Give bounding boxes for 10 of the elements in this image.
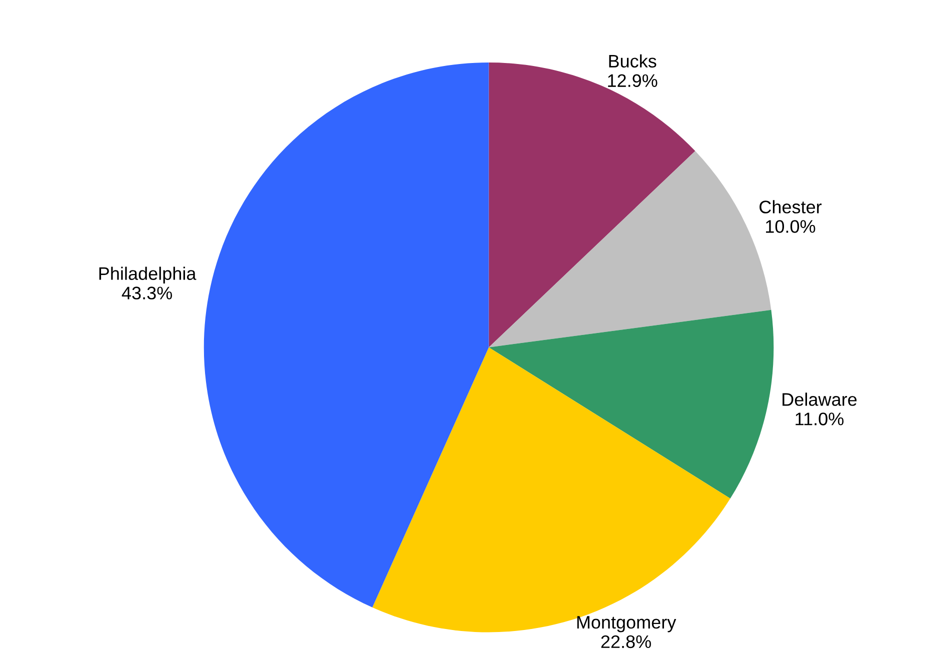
data-label: 10.0% (766, 220, 816, 233)
slice-label: Philadelphia (99, 266, 196, 284)
slice-label: Chester (760, 200, 822, 214)
data-label: 12.9% (608, 74, 658, 88)
data-label: 11.0% (796, 412, 844, 426)
slice-label: Montgomery (577, 616, 676, 632)
slice-label: Delaware (782, 392, 857, 406)
slice-label: Bucks (609, 54, 656, 68)
data-label: 22.8% (601, 635, 651, 648)
data-label: 43.3% (122, 286, 172, 300)
